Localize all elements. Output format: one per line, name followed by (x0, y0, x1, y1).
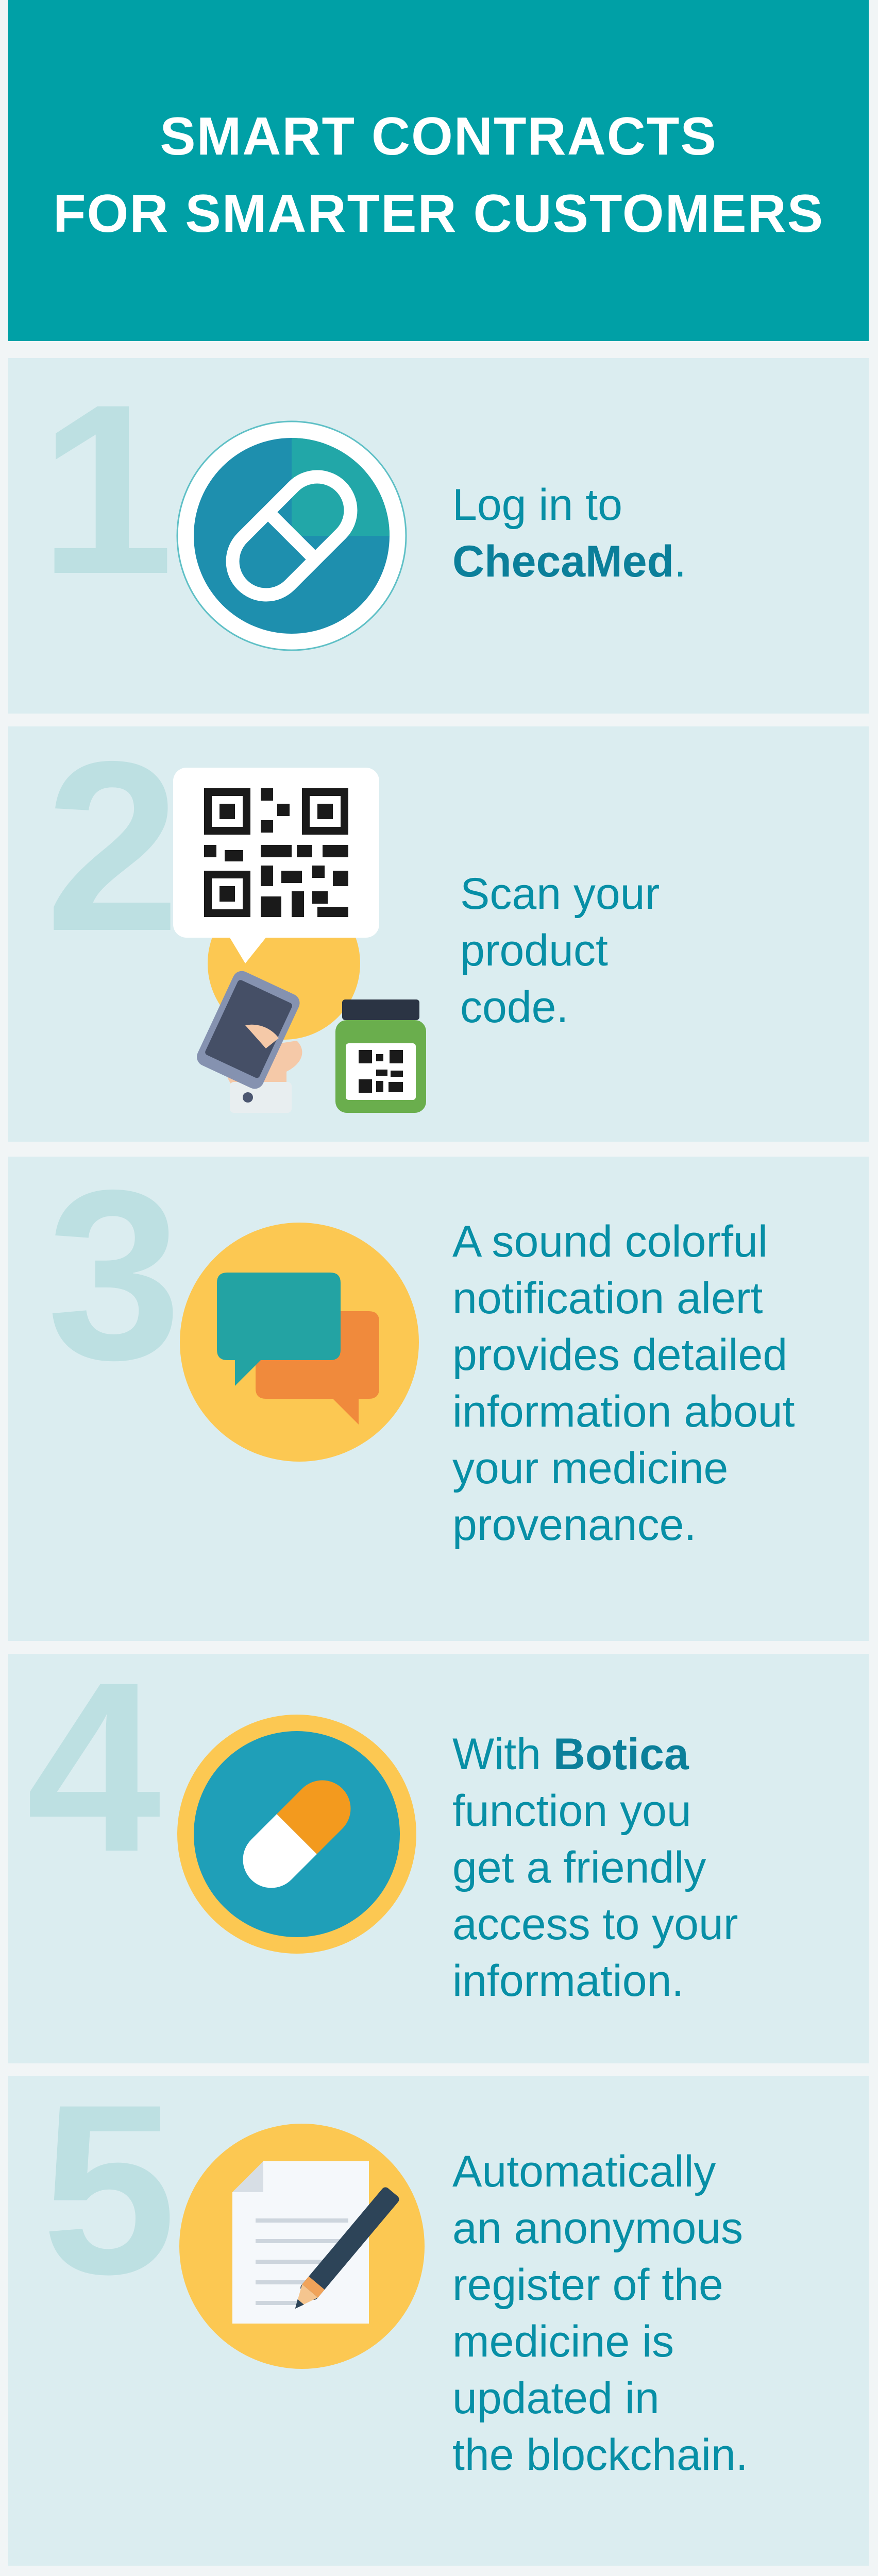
step-number: 2 (45, 726, 180, 981)
step-4-line: function you (452, 1786, 691, 1836)
pill-icon (176, 1713, 418, 1955)
title-line-1: SMART CONTRACTS (160, 107, 717, 166)
step-2-text: Scan your product code. (460, 866, 660, 1036)
step-2-line: code. (460, 982, 569, 1032)
step-4-line: get a friendly (452, 1843, 706, 1892)
document-pen-icon (178, 2123, 426, 2370)
step-3-line: provides detailed (452, 1330, 788, 1380)
step-3-line: your medicine (452, 1444, 729, 1493)
step-3-text: A sound colorful notification alert prov… (452, 1213, 795, 1553)
step-2-line: product (460, 926, 608, 975)
step-4-line: information. (452, 1956, 684, 2006)
step-2-card: 2 (8, 726, 869, 1142)
step-5-line: an anonymous (452, 2204, 744, 2253)
step-5-text: Automatically an anonymous register of t… (452, 2143, 748, 2483)
chat-notification-icon (178, 1221, 420, 1463)
step-1-period: . (674, 537, 687, 586)
step-3-line: A sound colorful (452, 1217, 768, 1266)
step-5-line: the blockchain. (452, 2430, 748, 2480)
step-3-line: information about (452, 1387, 795, 1436)
step-number: 1 (39, 358, 174, 624)
step-5-line: updated in (452, 2374, 660, 2423)
step-number: 4 (26, 1654, 161, 1902)
step-number: 5 (42, 2076, 177, 2325)
page-title: SMART CONTRACTS FOR SMARTER CUSTOMERS (8, 98, 869, 252)
step-5-line: medicine is (452, 2317, 674, 2366)
title-line-2: FOR SMARTER CUSTOMERS (53, 184, 824, 244)
step-2-line: Scan your (460, 869, 660, 919)
botica-brand: Botica (553, 1730, 689, 1779)
step-5-line: register of the (452, 2260, 723, 2310)
checamed-brand: ChecaMed (452, 537, 674, 586)
step-1-line: Log in to (452, 480, 622, 530)
step-3-card: 3 A sound colorful notification alert pr… (8, 1157, 869, 1641)
step-5-card: 5 Automatically an anonymous reg (8, 2076, 869, 2566)
step-1-card: 1 Log in to ChecaMed. (8, 358, 869, 714)
step-4-prefix: With (452, 1730, 553, 1779)
step-3-line: provenance. (452, 1500, 697, 1550)
step-3-line: notification alert (452, 1274, 763, 1323)
step-4-card: 4 With Botica function you get a friendl… (8, 1654, 869, 2063)
step-number: 3 (47, 1157, 182, 1410)
step-4-text: With Botica function you get a friendly … (452, 1726, 738, 2009)
step-5-line: Automatically (452, 2147, 716, 2196)
qr-scan-phone-icon (168, 762, 436, 1118)
header-banner: SMART CONTRACTS FOR SMARTER CUSTOMERS (8, 0, 869, 341)
capsule-logo-icon (176, 420, 408, 652)
step-4-line: access to your (452, 1900, 738, 1949)
step-1-text: Log in to ChecaMed. (452, 477, 686, 590)
